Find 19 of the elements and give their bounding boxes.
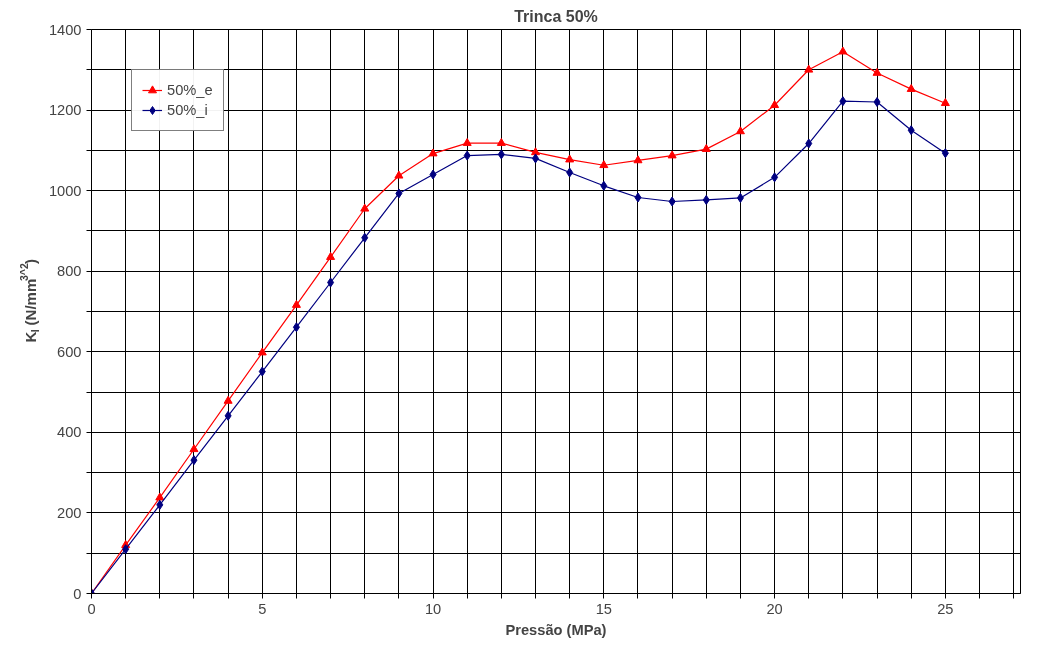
chart-title: Trinca 50% (514, 7, 598, 25)
x-tick-label: 20 (766, 600, 783, 617)
y-tick-label: 1200 (48, 102, 82, 119)
y-axis-title: KI (N/mm3^2) (17, 259, 41, 343)
x-tick-label: 5 (258, 600, 267, 617)
y-tick-label: 600 (57, 343, 82, 360)
y-tick-label: 1400 (48, 21, 82, 38)
y-tick-label: 0 (73, 585, 82, 602)
legend-label: 50%_e (167, 82, 213, 98)
y-tick-label: 200 (57, 504, 82, 521)
y-tick-label: 400 (57, 424, 82, 441)
legend-label: 50%_i (167, 102, 208, 118)
y-tick-label: 800 (57, 263, 82, 280)
x-tick-label: 10 (424, 600, 442, 617)
y-tick-label: 1000 (48, 182, 82, 199)
x-tick-label: 15 (595, 600, 612, 617)
x-tick-label: 25 (937, 600, 954, 617)
x-axis-title: Pressão (MPa) (505, 621, 607, 638)
x-tick-label: 0 (87, 600, 96, 617)
